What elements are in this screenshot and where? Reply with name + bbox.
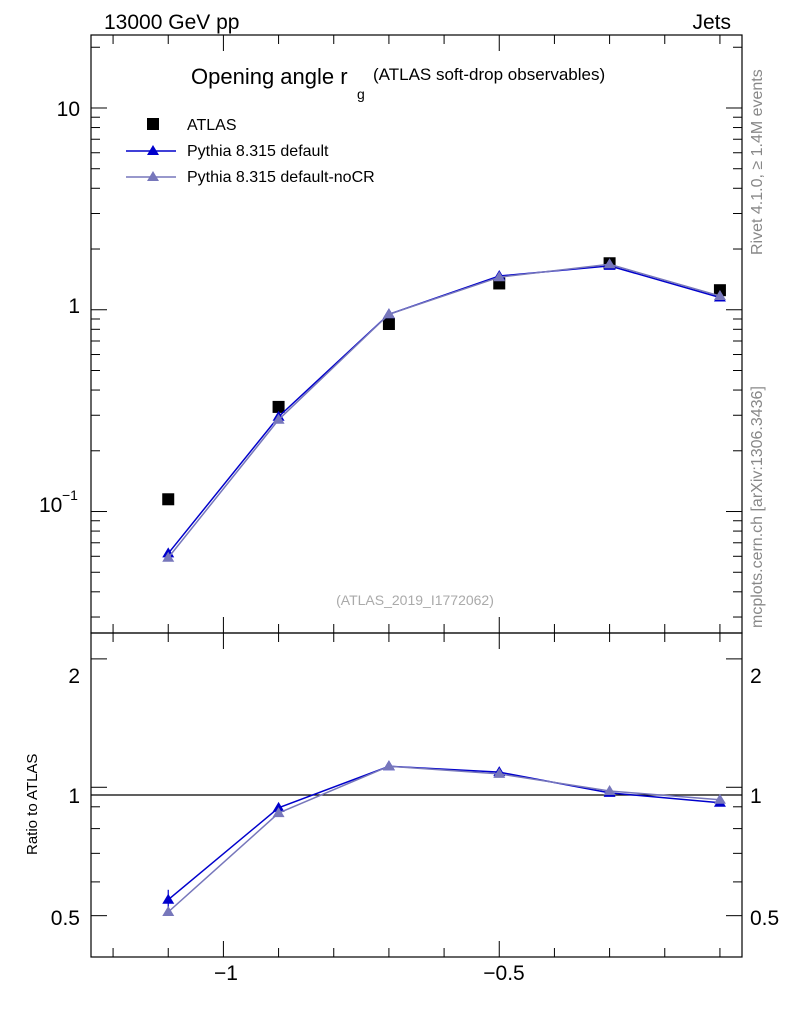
marker-pythia-nocr xyxy=(382,308,395,319)
marker-pythia-nocr xyxy=(713,289,726,300)
atlas-data-point xyxy=(162,493,175,506)
legend-marker-atlas xyxy=(147,118,159,130)
ratio-marker-pythia-default xyxy=(162,893,175,904)
marker-pythia-nocr xyxy=(272,413,285,424)
ratio-marker-pythia-nocr xyxy=(493,767,506,778)
ratio-marker-pythia-default xyxy=(272,801,285,812)
ratio-ytick-label-2-right: 2 xyxy=(750,665,762,688)
ratio-marker-pythia-nocr xyxy=(603,785,616,796)
header-category: Jets xyxy=(692,11,731,34)
ytick-label-10: 10 xyxy=(57,98,80,121)
ratio-series xyxy=(162,760,726,916)
ratio-marker-pythia-nocr xyxy=(162,905,175,916)
ratio-ylabel: Ratio to ATLAS xyxy=(24,754,41,855)
legend-label-pythia-nocr: Pythia 8.315 default-noCR xyxy=(187,169,375,186)
ratio-ytick-label-2-left: 2 xyxy=(68,665,80,688)
atlas-data-point xyxy=(382,317,395,330)
ratio-marker-pythia-nocr xyxy=(272,807,285,818)
marker-pythia-nocr xyxy=(493,271,506,282)
ratio-marker-pythia-nocr xyxy=(713,793,726,804)
mcplots-label: mcplots.cern.ch [arXiv:1306.3436] xyxy=(749,386,766,628)
plot-title-suffix: (ATLAS soft-drop observables) xyxy=(373,65,605,84)
plot-title-subscript: g xyxy=(357,86,365,102)
ytick-label-0.1-exponent: −1 xyxy=(62,487,78,503)
main-series xyxy=(162,257,726,562)
legend: ATLAS Pythia 8.315 default Pythia 8.315 … xyxy=(126,117,375,186)
legend-label-pythia-default: Pythia 8.315 default xyxy=(187,143,329,160)
series-line-pythia-nocr xyxy=(167,263,721,559)
marker-pythia-nocr xyxy=(603,258,616,269)
ratio-line-pythia-nocr xyxy=(167,765,720,913)
header-process: 13000 GeV pp xyxy=(104,11,239,34)
ratio-ytick-label-1-right: 1 xyxy=(750,785,762,808)
axis-ticks xyxy=(91,35,742,958)
legend-marker-pythia-default xyxy=(147,145,159,155)
plot-title: Opening angle r xyxy=(191,64,348,89)
atlas-data-point xyxy=(272,400,285,413)
ratio-ytick-label-0.5-left: 0.5 xyxy=(51,907,80,930)
rivet-version-label: Rivet 4.1.0, ≥ 1.4M events xyxy=(749,69,766,255)
xtick-label-minus0.5: −0.5 xyxy=(483,962,524,985)
marker-pythia-nocr xyxy=(162,551,175,562)
xtick-label-minus1: −1 xyxy=(214,962,238,985)
legend-label-atlas: ATLAS xyxy=(187,117,237,134)
analysis-id: (ATLAS_2019_I1772062) xyxy=(336,592,494,608)
ytick-label-0.1-base: 10 xyxy=(39,494,62,517)
series-line-pythia-default xyxy=(167,265,721,554)
ytick-label-1: 1 xyxy=(68,295,80,318)
ratio-ytick-label-1-left: 1 xyxy=(68,785,80,808)
legend-marker-pythia-nocr xyxy=(147,171,159,181)
ratio-ytick-label-0.5-right: 0.5 xyxy=(750,907,779,930)
ratio-marker-pythia-nocr xyxy=(382,760,395,771)
ratio-line-pythia-default xyxy=(167,765,720,901)
